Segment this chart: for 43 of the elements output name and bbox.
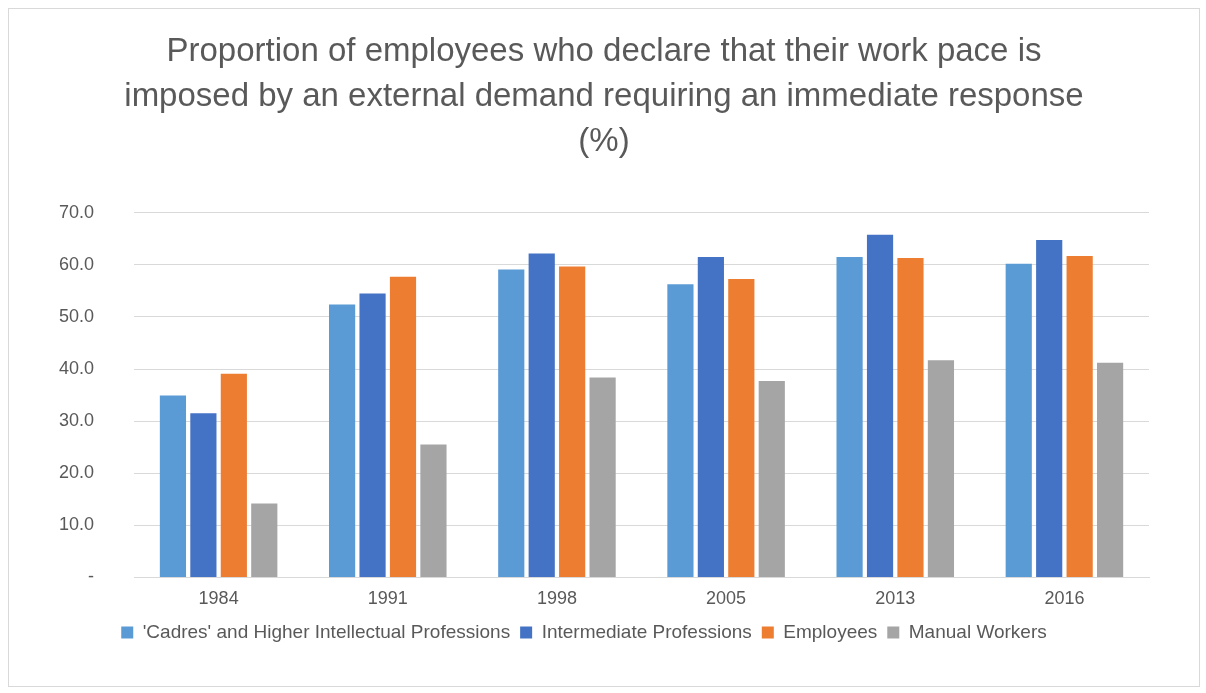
- legend-label: Manual Workers: [908, 620, 1047, 642]
- bar: [190, 413, 217, 577]
- bar: [667, 284, 694, 577]
- x-tick-label: 1984: [198, 588, 239, 609]
- legend-label: Employees: [783, 620, 878, 642]
- y-tick-label: 30.0: [58, 410, 95, 431]
- bar: [866, 234, 894, 577]
- bar: [697, 257, 724, 577]
- bar: [836, 257, 863, 577]
- bar: [251, 503, 278, 577]
- x-tick-label: 2016: [1044, 588, 1085, 609]
- x-tick-label: 2013: [875, 588, 916, 609]
- y-tick-label: 70.0: [58, 201, 95, 222]
- x-tick-label: 1998: [536, 588, 577, 609]
- legend-label: 'Cadres' and Higher Intellectual Professions: [142, 620, 511, 642]
- bar: [589, 377, 616, 577]
- bar: [498, 269, 525, 577]
- bar: [420, 444, 447, 577]
- y-tick-label: 20.0: [58, 462, 95, 483]
- bar: [159, 395, 187, 577]
- bar: [359, 293, 386, 577]
- bar: [1097, 362, 1124, 577]
- bar: [389, 276, 417, 577]
- bar: [1066, 256, 1093, 577]
- y-tick-label: 50.0: [58, 305, 95, 326]
- bar: [897, 258, 924, 577]
- y-tick-label: 60.0: [58, 253, 95, 274]
- y-tick-label: 40.0: [58, 358, 95, 379]
- bar: [1036, 239, 1063, 577]
- y-tick-label: 10.0: [58, 514, 95, 535]
- x-tick-label: 1991: [367, 588, 408, 609]
- bar: [758, 381, 785, 577]
- bar: [220, 373, 247, 577]
- legend-label: Intermediate Professions: [541, 620, 752, 642]
- bar: [1005, 263, 1032, 577]
- bar: [728, 278, 755, 577]
- x-tick-label: 2005: [706, 588, 747, 609]
- bar: [329, 304, 356, 577]
- bar: [559, 266, 586, 577]
- bar: [528, 253, 555, 577]
- chart-title: Proportion of employees who declare that their work pace is imposed by an external demand requiring an immediate response (%): [124, 30, 1084, 160]
- y-tick-label: -: [88, 566, 95, 587]
- bar: [927, 360, 955, 577]
